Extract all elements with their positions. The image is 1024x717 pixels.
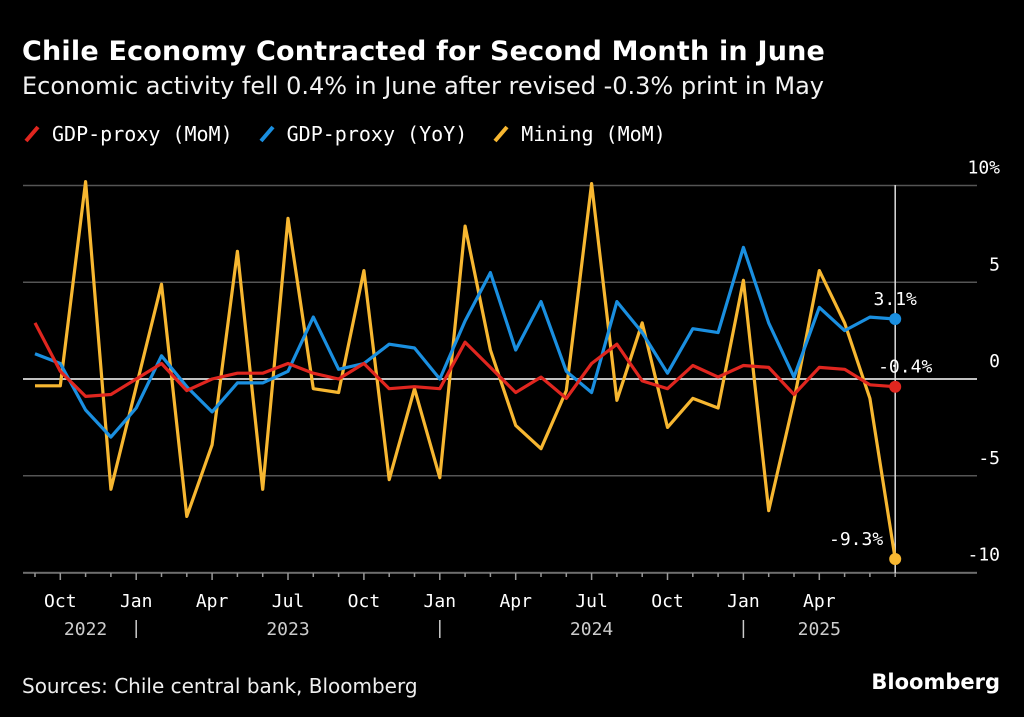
end-point-marker [889, 313, 902, 326]
end-value-label: -9.3% [829, 529, 883, 550]
x-tick-label: Jul [575, 591, 608, 612]
x-year-label: 2023 [266, 619, 309, 640]
y-tick-label: 0 [989, 351, 1000, 372]
x-tick-label: Apr [499, 591, 532, 612]
series-line-mining-mom- [35, 180, 897, 560]
chart-title: Chile Economy Contracted for Second Mont… [22, 36, 826, 67]
y-tick-label: -5 [978, 448, 1000, 469]
y-tick-label: -10 [967, 545, 1000, 566]
legend-item-mining-mom: Mining (MoM) [491, 122, 666, 146]
x-tick-label: Oct [44, 591, 77, 612]
end-point-marker [889, 552, 902, 565]
x-year-label: 2022 [64, 619, 107, 640]
x-tick-label: Jan [120, 591, 153, 612]
legend-label: GDP-proxy (MoM) [52, 122, 233, 146]
x-tick-label: Oct [651, 591, 684, 612]
legend-item-gdp-mom: GDP-proxy (MoM) [22, 122, 233, 146]
end-value-label: -0.4% [878, 357, 932, 378]
x-tick-label: Apr [196, 591, 229, 612]
x-tick-label: Jul [272, 591, 305, 612]
x-tick-label: Apr [803, 591, 836, 612]
legend-label: Mining (MoM) [521, 122, 666, 146]
x-tick-label: Jan [727, 591, 760, 612]
x-tick-label: Oct [348, 591, 381, 612]
end-point-marker [889, 380, 902, 393]
legend-swatch-icon [24, 125, 40, 143]
source-note: Sources: Chile central bank, Bloomberg [22, 674, 418, 698]
x-year-label: 2025 [798, 619, 841, 640]
y-tick-label: 5 [989, 254, 1000, 275]
bloomberg-logo: Bloomberg [871, 670, 1000, 694]
y-tick-label: 10% [967, 158, 1000, 179]
x-tick-label: Jan [424, 591, 457, 612]
x-year-label: 2024 [570, 619, 613, 640]
legend-swatch-icon [259, 125, 275, 143]
chart-subtitle: Economic activity fell 0.4% in June afte… [22, 72, 825, 100]
legend-item-gdp-yoy: GDP-proxy (YoY) [257, 122, 468, 146]
legend-swatch-icon [493, 125, 509, 143]
end-value-label: 3.1% [874, 289, 918, 310]
legend-label: GDP-proxy (YoY) [286, 122, 468, 146]
legend: GDP-proxy (MoM) GDP-proxy (YoY) Mining (… [22, 122, 666, 146]
